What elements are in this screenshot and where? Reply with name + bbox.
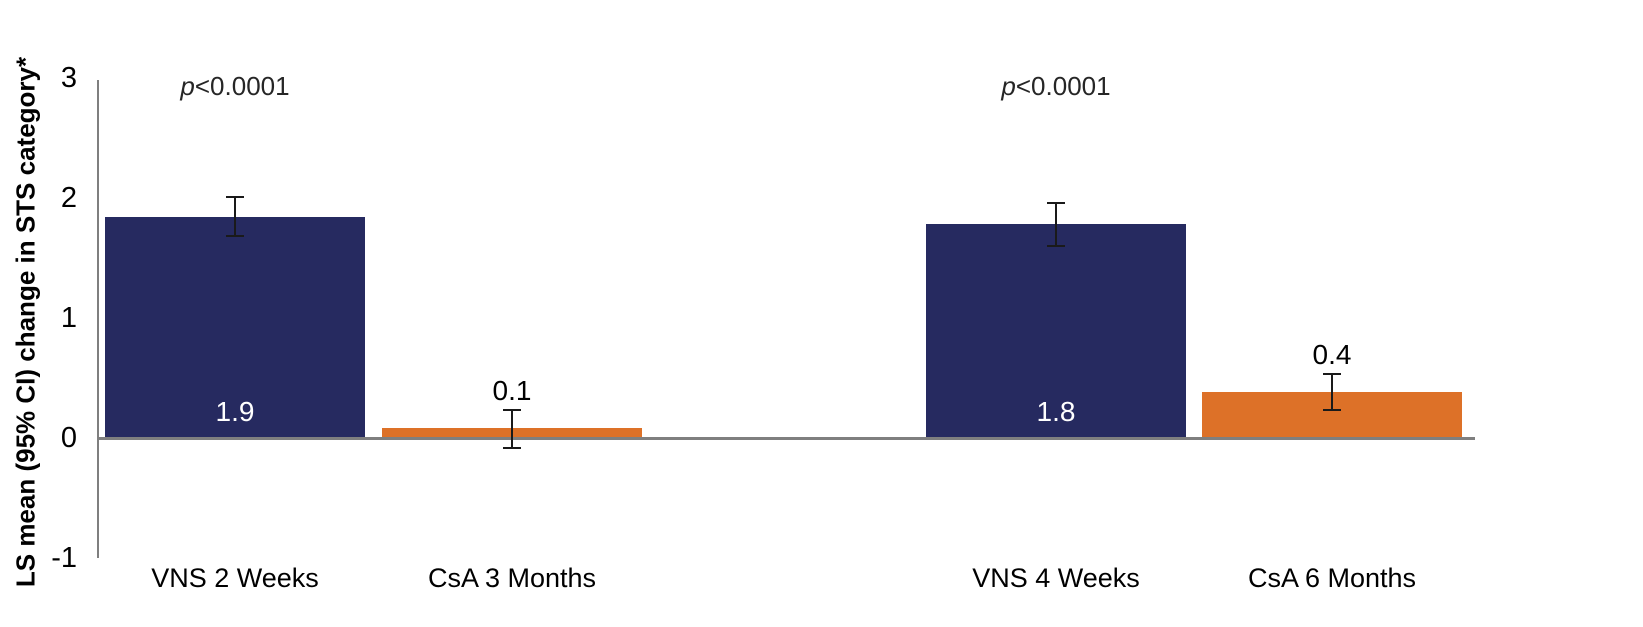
y-tick-label-2: 2 <box>60 182 77 214</box>
bar-value-label: 0.4 <box>1312 339 1352 371</box>
category-label-vns-2-weeks: VNS 2 Weeks <box>151 563 319 593</box>
bar-value-label: 1.9 <box>215 396 255 427</box>
p-annotation-italic-part: p <box>180 71 195 101</box>
bar-value-label: 0.1 <box>492 375 532 407</box>
error-bar-top-cap <box>1323 373 1341 376</box>
error-bar-bottom-cap <box>226 235 244 238</box>
bar-vns-4-weeks <box>926 224 1186 438</box>
error-bar-csa-6-months <box>1331 374 1333 411</box>
error-bar-top-cap <box>226 195 244 198</box>
p-annotation-italic-part: p <box>1001 71 1016 101</box>
category-label-vns-4-weeks: VNS 4 Weeks <box>972 563 1140 593</box>
p-annotation-rest: <0.0001 <box>194 71 290 101</box>
category-label-csa-3-months: CsA 3 Months <box>427 563 597 593</box>
x-axis-baseline <box>97 437 1475 440</box>
y-tick-label-0: 0 <box>60 422 77 454</box>
error-bar-top-cap <box>1047 201 1065 204</box>
error-bar-csa-3-months <box>511 410 513 448</box>
error-bar-bottom-cap <box>503 446 521 449</box>
bar-vns-2-weeks <box>105 217 365 438</box>
error-bar-bottom-cap <box>1047 245 1065 247</box>
y-axis-line <box>97 80 99 558</box>
error-bar-vns-2-weeks <box>234 196 236 237</box>
bar-value-label: 1.8 <box>1036 396 1076 427</box>
error-bar-top-cap <box>503 409 521 412</box>
category-label-csa-6-months: CsA 6 Months <box>1247 563 1417 593</box>
error-bar-bottom-cap <box>1323 409 1341 412</box>
y-tick-label-1: 1 <box>60 302 77 334</box>
p-value-annotation: p<0.0001 <box>946 70 1166 102</box>
y-tick-label-3: 3 <box>60 62 77 94</box>
error-bar-vns-4-weeks <box>1055 202 1057 246</box>
p-value-annotation: p<0.0001 <box>125 70 345 102</box>
y-tick-label--1: -1 <box>51 542 77 574</box>
p-annotation-rest: <0.0001 <box>1015 71 1111 101</box>
